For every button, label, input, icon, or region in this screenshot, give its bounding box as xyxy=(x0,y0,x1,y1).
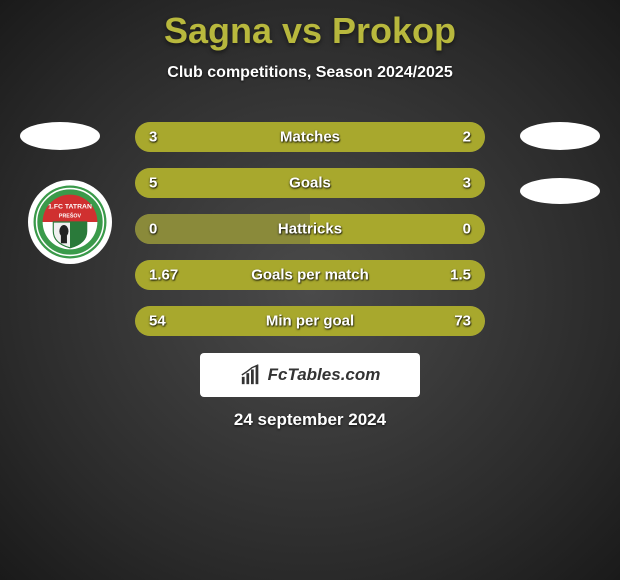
source-logo: FcTables.com xyxy=(200,353,420,397)
chart-icon xyxy=(240,364,262,386)
page-title: Sagna vs Prokop xyxy=(0,0,620,52)
date-label: 24 september 2024 xyxy=(0,410,620,430)
stat-row-matches: 3 Matches 2 xyxy=(135,122,485,152)
stat-val-right: 3 xyxy=(463,175,471,192)
stat-label: Matches xyxy=(135,129,485,146)
stat-label: Goals xyxy=(135,175,485,192)
source-logo-text: FcTables.com xyxy=(268,365,381,385)
stat-label: Hattricks xyxy=(135,221,485,238)
stat-val-right: 2 xyxy=(463,129,471,146)
stat-row-mpg: 54 Min per goal 73 xyxy=(135,306,485,336)
player-right-badge-2 xyxy=(520,178,600,204)
stat-label: Goals per match xyxy=(135,267,485,284)
svg-text:1.FC TATRAN: 1.FC TATRAN xyxy=(48,203,92,210)
player-left-club-badge: 1.FC TATRAN PREŠOV xyxy=(28,180,112,264)
stat-row-gpm: 1.67 Goals per match 1.5 xyxy=(135,260,485,290)
stat-row-goals: 5 Goals 3 xyxy=(135,168,485,198)
stat-val-right: 0 xyxy=(463,221,471,238)
club-crest-icon: 1.FC TATRAN PREŠOV xyxy=(32,184,108,260)
stat-val-right: 1.5 xyxy=(450,267,471,284)
player-right-badge-1 xyxy=(520,122,600,150)
stat-label: Min per goal xyxy=(135,313,485,330)
stats-container: 3 Matches 2 5 Goals 3 0 Hattricks 0 1.67… xyxy=(135,122,485,352)
stat-val-right: 73 xyxy=(454,313,471,330)
subtitle: Club competitions, Season 2024/2025 xyxy=(0,64,620,82)
stat-row-hattricks: 0 Hattricks 0 xyxy=(135,214,485,244)
player-left-badge-1 xyxy=(20,122,100,150)
